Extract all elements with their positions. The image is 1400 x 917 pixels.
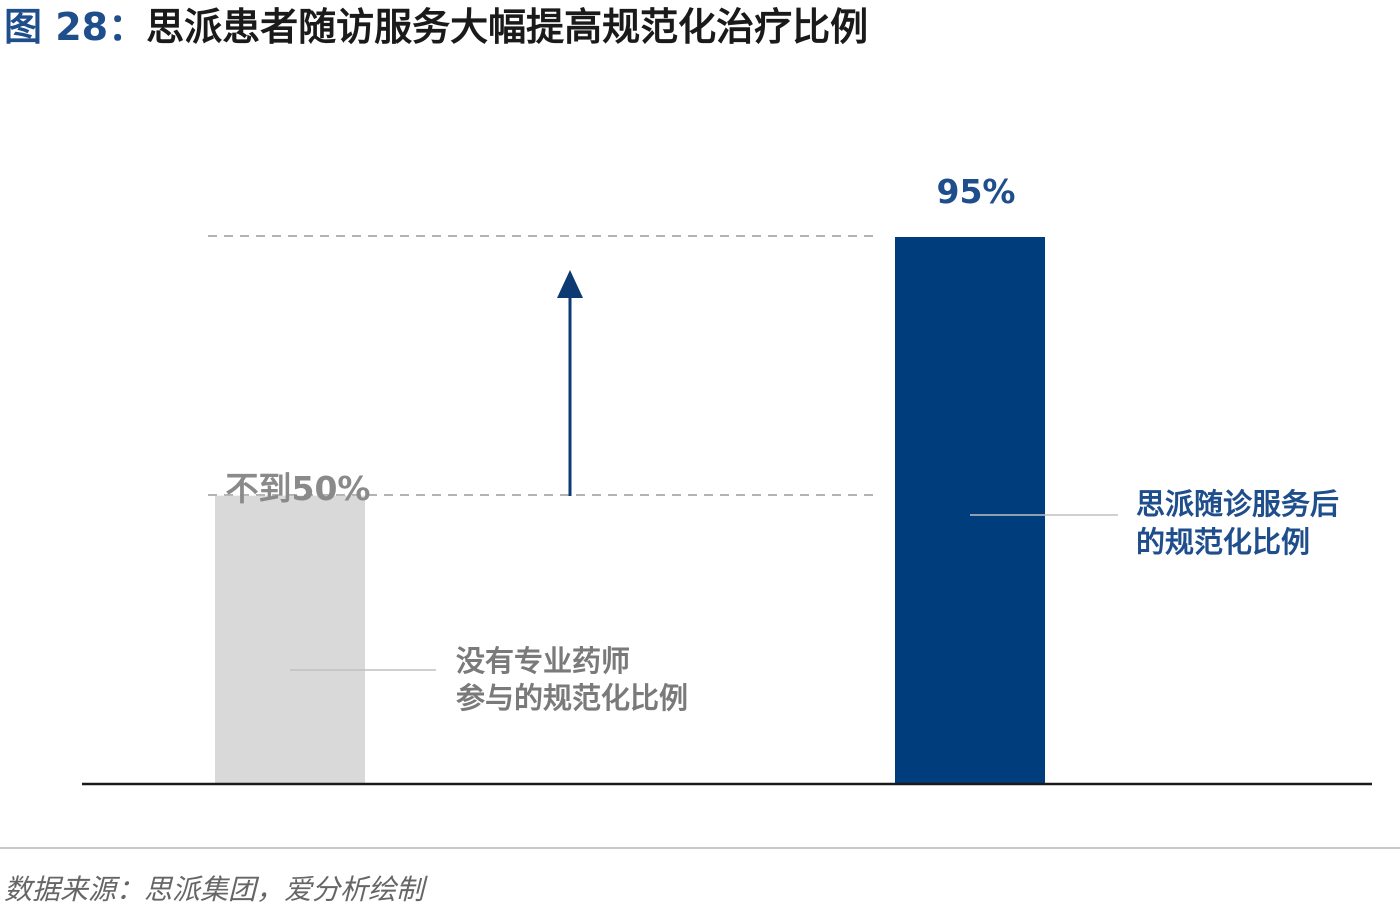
bar-2 [895,237,1045,783]
figure-title: 图 28：思派患者随访服务大幅提高规范化治疗比例 [4,2,868,52]
annotation-1-line-2: 参与的规范化比例 [456,681,688,715]
data-label-2: 95% [937,172,1016,211]
annotation-1-line-1: 没有专业药师 [456,644,630,678]
figure-heading: 思派患者随访服务大幅提高规范化治疗比例 [146,5,869,49]
source-divider [0,847,1400,849]
annotation-2-line-2: 的规范化比例 [1136,525,1310,559]
data-label-1: 不到50% [226,469,371,508]
annotation-2-line-1: 思派随诊服务后 [1136,487,1339,521]
figure-number: 图 28： [4,5,147,49]
bar-1 [215,495,365,783]
source-note: 数据来源：思派集团，爱分析绘制 [4,873,425,906]
increase-arrow-head [557,270,583,298]
